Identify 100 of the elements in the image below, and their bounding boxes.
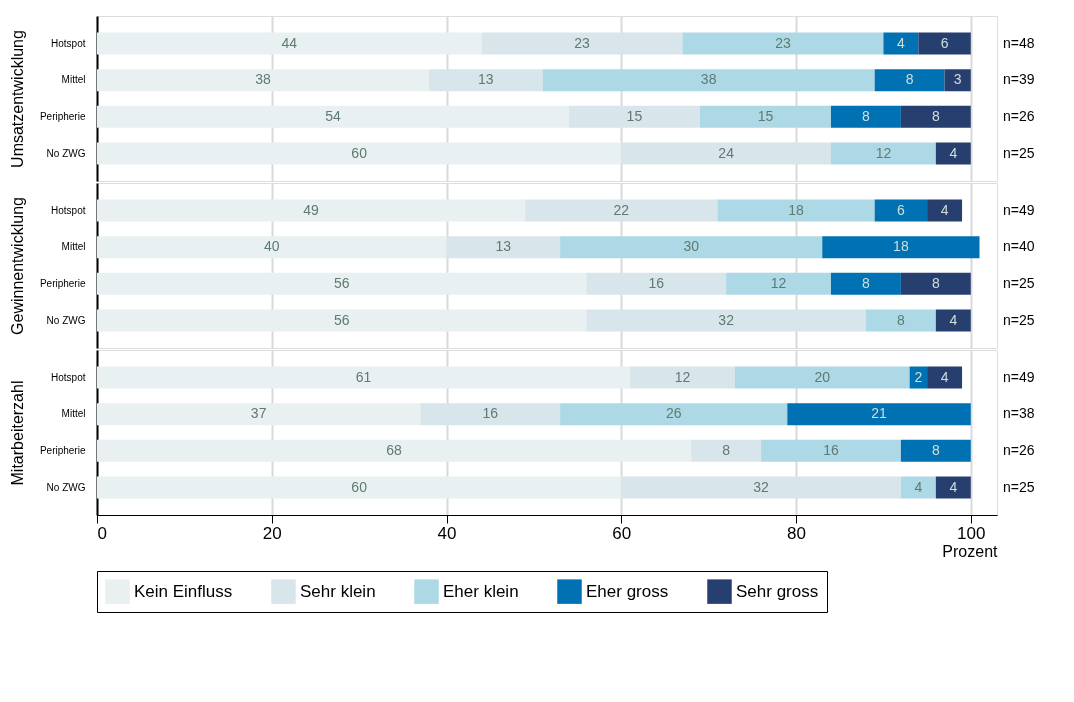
- legend-label: Eher gross: [586, 581, 669, 601]
- bar: [446, 236, 561, 259]
- data-label: 38: [255, 71, 272, 88]
- bar: [927, 199, 963, 222]
- bar: [900, 439, 971, 462]
- text: n=26: [1003, 441, 1035, 458]
- data-label: 4: [896, 34, 905, 51]
- bar: [97, 32, 482, 55]
- data-label: 54: [325, 107, 341, 124]
- bar: [830, 105, 901, 128]
- y-tick-label: Hotspot: [51, 371, 86, 383]
- data-label: 16: [823, 441, 839, 458]
- bar: [97, 236, 447, 259]
- text: n=38: [1003, 405, 1035, 422]
- legend-label: Sehr klein: [300, 581, 376, 601]
- data-label: 13: [478, 71, 494, 88]
- bar: [830, 272, 901, 295]
- text: n=40: [1003, 238, 1035, 255]
- data-label: 16: [648, 274, 665, 291]
- bar: [726, 272, 831, 295]
- data-label: 3: [953, 71, 962, 88]
- data-label: 22: [613, 201, 630, 218]
- bar: [900, 105, 971, 128]
- data-label: 6: [940, 34, 949, 51]
- bar: [874, 69, 945, 92]
- bar: [787, 403, 971, 426]
- x-axis-title: Prozent: [942, 542, 999, 560]
- data-label: 32: [753, 478, 770, 495]
- bar: [97, 403, 421, 426]
- bar: [734, 366, 910, 389]
- bar: [927, 366, 963, 389]
- y-tick-label: Mittel: [61, 74, 86, 86]
- x-tick-label: 0: [97, 523, 107, 543]
- y-axis-title: Gewinnentwicklung: [8, 197, 26, 335]
- data-label: 12: [875, 144, 892, 161]
- data-label: 26: [665, 405, 682, 422]
- data-label: 68: [386, 441, 403, 458]
- bar: [560, 236, 823, 259]
- bar: [935, 309, 971, 332]
- text: n=49: [1003, 368, 1035, 385]
- legend-label: Sehr gross: [736, 581, 819, 601]
- data-label: 15: [757, 107, 774, 124]
- text: n=39: [1003, 71, 1035, 88]
- data-label: 8: [931, 441, 940, 458]
- data-label: 24: [718, 144, 735, 161]
- y-tick-label: Mittel: [61, 408, 86, 420]
- data-label: 12: [674, 368, 691, 385]
- data-label: 30: [683, 238, 700, 255]
- y-tick-label: Mittel: [61, 241, 86, 253]
- data-label: 32: [718, 311, 735, 328]
- legend-label: Kein Einfluss: [134, 581, 233, 601]
- text: n=25: [1003, 274, 1035, 291]
- data-label: 4: [940, 368, 949, 385]
- bar: [621, 142, 831, 165]
- data-label: 12: [770, 274, 787, 291]
- bar: [822, 236, 980, 259]
- data-label: 23: [574, 34, 590, 51]
- bar: [97, 272, 587, 295]
- bar: [918, 32, 971, 55]
- bar: [900, 272, 971, 295]
- bar: [97, 366, 631, 389]
- legend-label: Eher klein: [443, 581, 519, 601]
- bar: [560, 403, 788, 426]
- data-label: 18: [788, 201, 805, 218]
- data-label: 13: [495, 238, 512, 255]
- bar: [429, 69, 543, 92]
- bar: [97, 105, 569, 128]
- data-label: 56: [333, 274, 350, 291]
- data-label: 18: [893, 238, 909, 255]
- x-tick-label: 40: [437, 523, 457, 543]
- data-label: 56: [333, 311, 350, 328]
- bar: [944, 69, 971, 92]
- data-label: 8: [931, 274, 940, 291]
- bar: [420, 403, 561, 426]
- data-label: 20: [814, 368, 831, 385]
- bar: [97, 439, 692, 462]
- data-label: 8: [896, 311, 905, 328]
- bar: [97, 199, 526, 222]
- data-label: 61: [355, 368, 372, 385]
- data-label: 6: [896, 201, 905, 218]
- bar: [586, 272, 727, 295]
- y-axis-title: Mitarbeiterzahl: [8, 380, 26, 486]
- y-tick-label: Peripherie: [39, 277, 86, 289]
- data-label: 4: [949, 144, 958, 161]
- bar: [481, 32, 683, 55]
- data-label: 4: [949, 311, 958, 328]
- bar: [542, 69, 875, 92]
- bar: [935, 142, 971, 165]
- data-label: 60: [351, 144, 368, 161]
- bar: [865, 309, 936, 332]
- data-label: 44: [281, 34, 298, 51]
- x-tick-label: 80: [787, 523, 806, 543]
- bar: [97, 142, 622, 165]
- bar: [883, 32, 919, 55]
- data-label: 49: [303, 201, 320, 218]
- bar: [717, 199, 875, 222]
- bar: [682, 32, 884, 55]
- bar: [525, 199, 718, 222]
- bar: [691, 439, 762, 462]
- data-label: 2: [914, 368, 923, 385]
